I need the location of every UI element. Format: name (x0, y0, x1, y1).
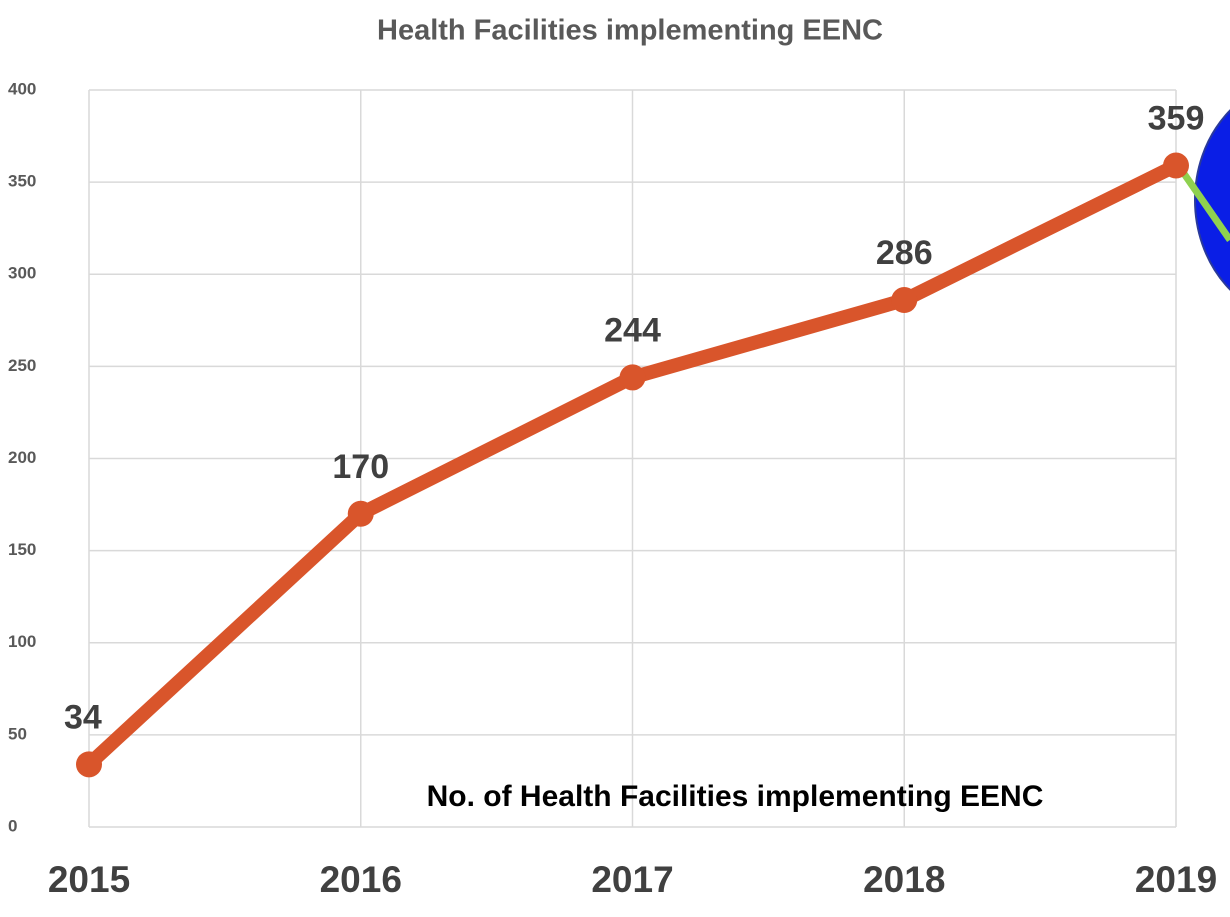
y-tick-label: 400 (8, 79, 36, 98)
y-tick-label: 150 (8, 540, 36, 559)
y-tick-label: 0 (8, 816, 17, 835)
data-label: 34 (64, 698, 102, 736)
data-label: 359 (1148, 100, 1205, 138)
marker (1163, 152, 1189, 179)
y-tick-label: 200 (8, 448, 36, 467)
y-tick-label: 300 (8, 264, 36, 283)
decorative-line (1175, 163, 1230, 242)
x-tick-label: 2019 (1135, 859, 1217, 900)
y-tick-label: 50 (8, 724, 27, 743)
marker (619, 364, 646, 391)
data-label: 286 (876, 234, 933, 272)
x-tick-label: 2016 (320, 859, 402, 900)
x-tick-label: 2015 (48, 859, 130, 900)
data-label: 170 (332, 448, 389, 486)
decorative-ellipse (1194, 109, 1230, 291)
grid (88, 89, 1177, 828)
x-tick-label: 2017 (591, 859, 673, 900)
marker (891, 287, 918, 314)
marker (347, 500, 374, 527)
marker (76, 751, 102, 778)
legend-label: No. of Health Facilities implementing EE… (427, 780, 1044, 813)
data-label: 244 (604, 311, 661, 349)
y-tick-label: 250 (8, 356, 36, 375)
y-tick-label: 350 (8, 172, 36, 191)
x-tick-label: 2018 (863, 859, 945, 900)
chart-title: Health Facilities implementing EENC (377, 15, 883, 47)
y-tick-label: 100 (8, 632, 36, 651)
